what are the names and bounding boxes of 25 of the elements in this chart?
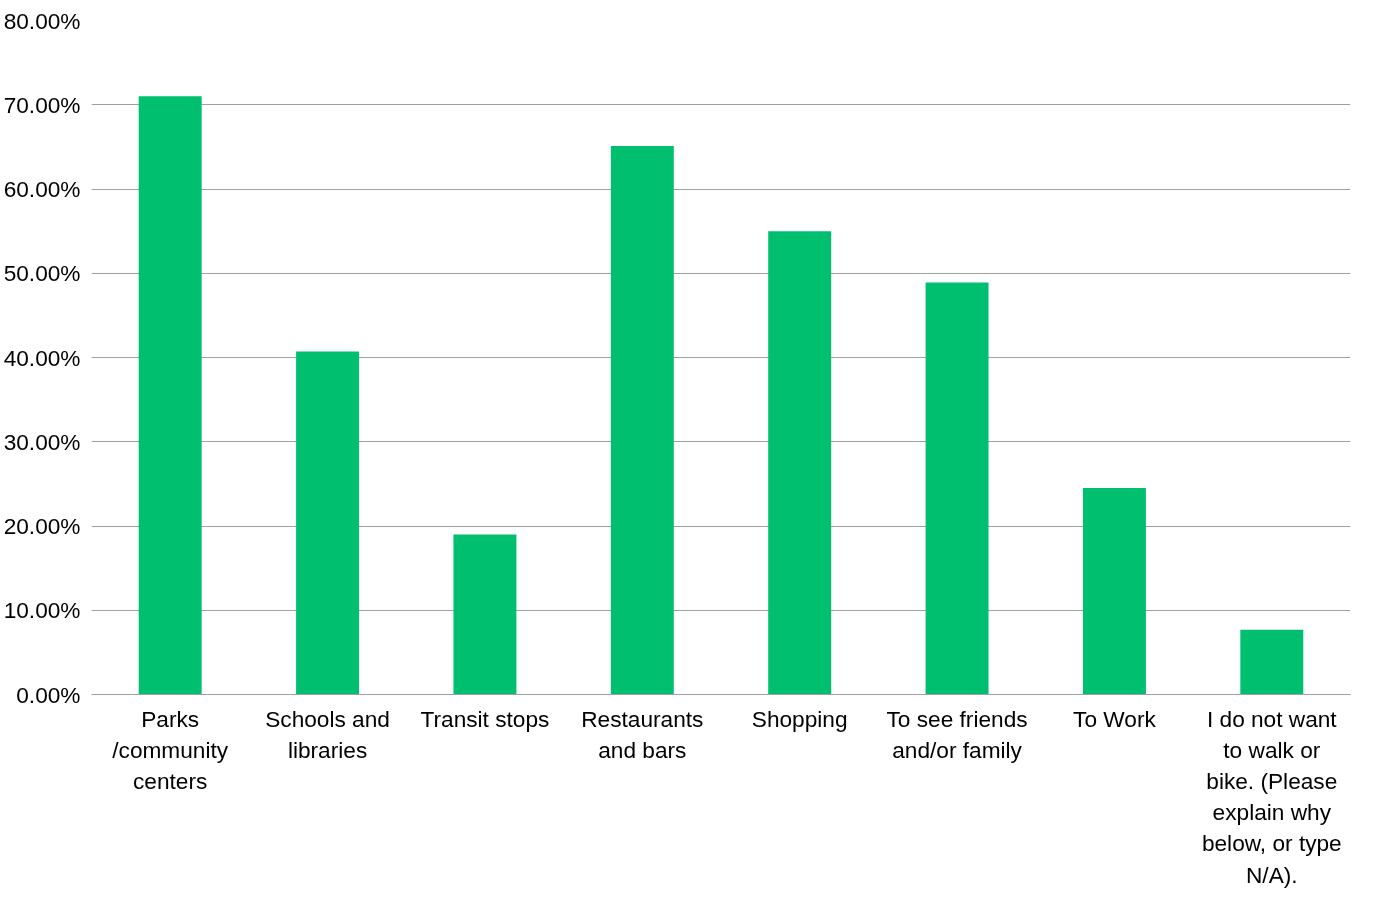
bar [296,351,360,695]
y-tick-label: 60.00% [3,176,81,202]
x-tick-label: I do not want to walk or bike. (Please explain why below, or type N/A). [1201,705,1342,888]
x-tick-label: To Work [1073,705,1157,732]
y-tick-label: 0.00% [16,681,81,708]
y-tick-label: 30.00% [3,428,81,455]
bar [1240,629,1304,695]
x-tick-label: Restaurants and bars [581,705,704,763]
y-tick-label: 40.00% [3,344,81,371]
y-tick-label: 70.00% [3,91,81,118]
y-tick-label: 10.00% [3,597,81,624]
y-tick-label: 20.00% [3,513,81,539]
bar [138,96,202,695]
bar [610,146,674,695]
y-tick-label: 50.00% [3,260,81,287]
bar [768,231,832,695]
x-tick-label: Parks /community centers [112,705,229,794]
x-tick-label: Schools and libraries [265,705,390,763]
bar [1082,488,1146,695]
x-tick-label: To see friends and/or family [886,705,1028,763]
bar [925,282,989,695]
x-tick-label: Shopping [751,705,848,732]
y-tick-label: 80.00% [3,7,81,34]
bar [453,534,517,695]
x-tick-label: Transit stops [420,705,550,732]
